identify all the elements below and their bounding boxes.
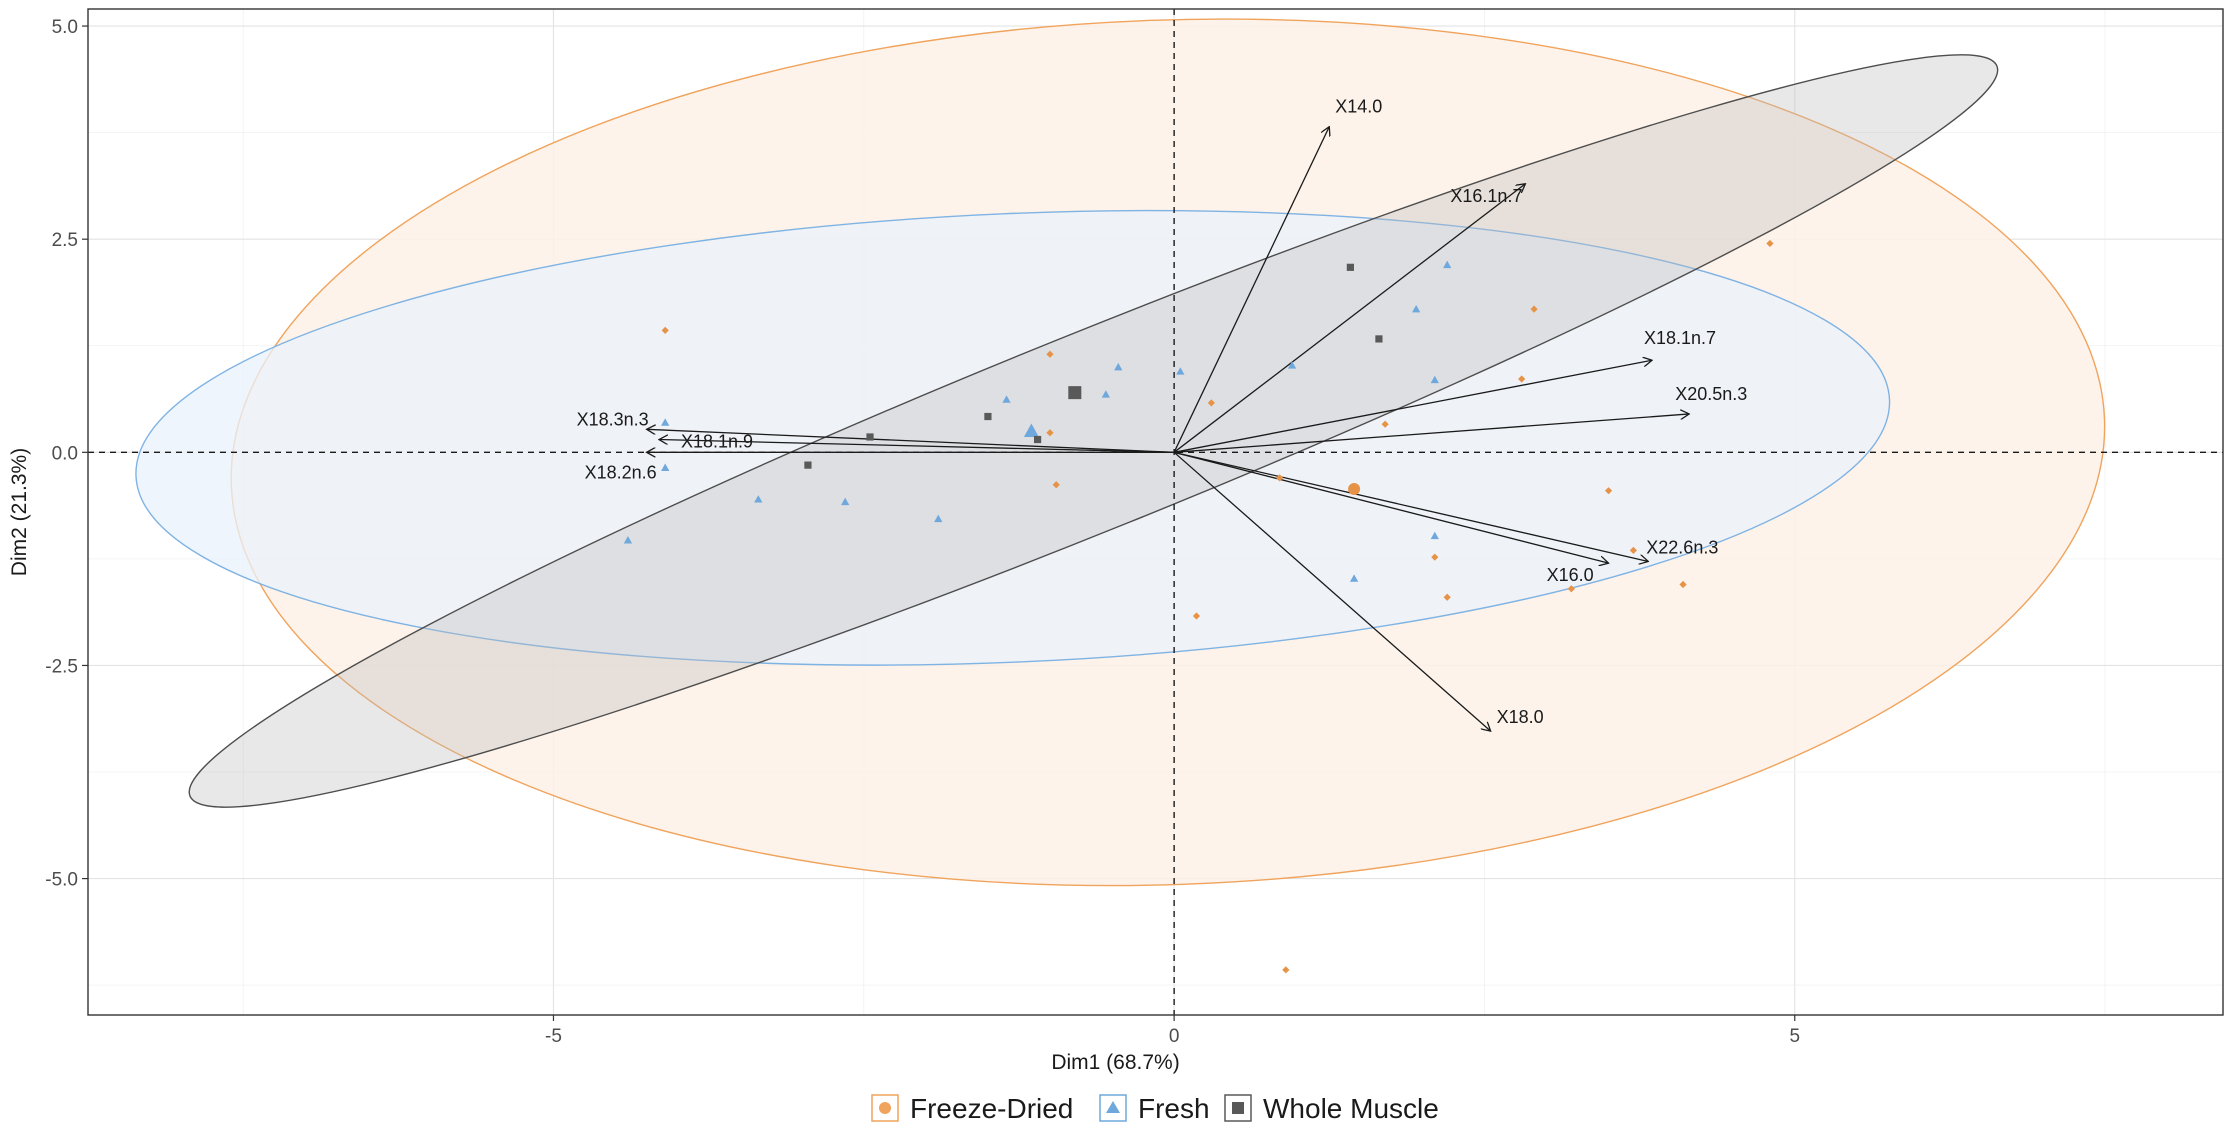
- point-fresh: [1443, 260, 1452, 269]
- point-fresh: [1287, 361, 1297, 369]
- legend-triangle-marker: [1106, 1101, 1120, 1113]
- point-freeze-dried: [1046, 350, 1054, 358]
- point-fresh: [661, 463, 670, 471]
- arrow-x16-1n-7: [1173, 184, 1525, 453]
- y-axis-title: Dim2 (21.3%): [8, 448, 31, 576]
- arrow-x18-1n-9: [659, 440, 1175, 453]
- point-freeze-dried: [1046, 429, 1054, 437]
- point-fresh: [1101, 390, 1110, 398]
- y-tick-label: 2.5: [52, 230, 78, 251]
- x-tick-label: 0: [1169, 1026, 1180, 1047]
- x-tick-label: 5: [1789, 1026, 1800, 1047]
- variable-label-x22-6n-3: X22.6n.3: [1646, 537, 1718, 557]
- point-freeze-dried: [1192, 612, 1201, 620]
- legend-label: Freeze-Dried: [910, 1093, 1073, 1124]
- variable-label-x16-0: X16.0: [1547, 565, 1594, 585]
- point-freeze-dried: [1679, 580, 1687, 589]
- legend-item-fresh: Fresh: [1099, 1093, 1210, 1124]
- y-tick-label: -2.5: [45, 656, 78, 677]
- point-fresh: [1430, 375, 1439, 384]
- point-whole-muscle: [1033, 435, 1042, 444]
- point-fresh: [1114, 362, 1123, 371]
- variable-label-x20-5n-3: X20.5n.3: [1675, 384, 1747, 404]
- variable-label-x18-0: X18.0: [1497, 707, 1544, 727]
- point-fresh: [1176, 367, 1185, 375]
- point-whole-muscle: [804, 461, 812, 469]
- point-freeze-dried: [1629, 546, 1637, 554]
- point-fresh: [754, 495, 763, 503]
- legend-circle-marker: [879, 1102, 891, 1114]
- variable-label-x14-0: X14.0: [1335, 97, 1382, 117]
- point-freeze-dried: [1282, 966, 1290, 974]
- variable-arrows: X14.0 X16.1n.7 X18.1n.7 X20.5n.3 X22.6n.3 X16…: [577, 97, 1747, 731]
- point-whole-muscle: [866, 433, 874, 441]
- point-freeze-dried: [1276, 474, 1284, 482]
- legend-label: Whole Muscle: [1263, 1093, 1439, 1124]
- point-freeze-dried: [661, 326, 669, 335]
- point-freeze-dried: [1530, 305, 1538, 313]
- legend-item-freeze-dried: Freeze-Dried: [871, 1093, 1073, 1124]
- point-freeze-dried: [1052, 481, 1060, 489]
- point-fresh: [1002, 395, 1011, 403]
- legend-square-marker: [1232, 1102, 1244, 1114]
- data-points: [623, 239, 1774, 974]
- ellipse-whole-muscle: [188, 54, 1999, 808]
- centroid-whole-muscle: [1068, 386, 1082, 400]
- variable-label-x18-3n-3: X18.3n.3: [577, 409, 649, 429]
- arrow-x22-6n-3: [1173, 451, 1648, 561]
- point-whole-muscle: [984, 412, 992, 421]
- x-axis-title: Dim1 (68.7%): [1051, 1051, 1179, 1074]
- arrow-x18-1n-7: [1173, 360, 1652, 453]
- y-tick-label: 5.0: [52, 17, 78, 38]
- centroid-fresh: [1023, 423, 1039, 437]
- point-freeze-dried: [1518, 375, 1526, 383]
- arrow-x20-5n-3: [1174, 414, 1689, 453]
- point-fresh: [1412, 304, 1421, 313]
- variable-label-x18-1n-7: X18.1n.7: [1644, 328, 1716, 348]
- axes-layer: -5 0 5 -5.0 -2.5 0.0 2.5 5.0 Dim1 (68.7%) Dim2 (2…: [8, 17, 1800, 1074]
- point-freeze-dried: [1604, 487, 1613, 495]
- arrow-x14-0: [1173, 127, 1329, 453]
- point-whole-muscle: [1375, 335, 1383, 343]
- legend-label: Fresh: [1138, 1093, 1210, 1124]
- legend: Freeze-Dried Fresh Whole Muscle: [871, 1093, 1439, 1124]
- point-fresh: [623, 535, 633, 544]
- x-tick-label: -5: [545, 1026, 562, 1047]
- point-fresh: [661, 418, 670, 426]
- point-freeze-dried: [1443, 593, 1451, 601]
- point-fresh: [1349, 574, 1359, 582]
- point-freeze-dried: [1567, 585, 1575, 593]
- arrow-x18-0: [1173, 451, 1491, 731]
- point-freeze-dried: [1207, 399, 1215, 407]
- y-tick-label: 0.0: [52, 443, 78, 464]
- point-fresh: [841, 497, 850, 506]
- point-freeze-dried: [1381, 420, 1389, 428]
- variable-label-x18-2n-6: X18.2n.6: [585, 462, 657, 482]
- point-fresh: [1430, 531, 1439, 540]
- plot-border: [87, 8, 2224, 1016]
- plot-frame: [87, 8, 2224, 1016]
- variable-label-x16-1n-7: X16.1n.7: [1450, 186, 1522, 206]
- point-freeze-dried: [1431, 553, 1439, 561]
- legend-item-whole-muscle: Whole Muscle: [1224, 1093, 1439, 1124]
- point-whole-muscle: [1346, 263, 1354, 271]
- arrow-x18-3n-3: [647, 429, 1175, 453]
- point-freeze-dried: [1766, 239, 1774, 248]
- point-fresh: [934, 514, 943, 523]
- variable-label-x18-1n-9: X18.1n.9: [681, 432, 753, 452]
- y-tick-label: -5.0: [45, 870, 78, 891]
- arrow-x16-0: [1173, 451, 1608, 563]
- centroid-freeze-dried: [1348, 482, 1361, 495]
